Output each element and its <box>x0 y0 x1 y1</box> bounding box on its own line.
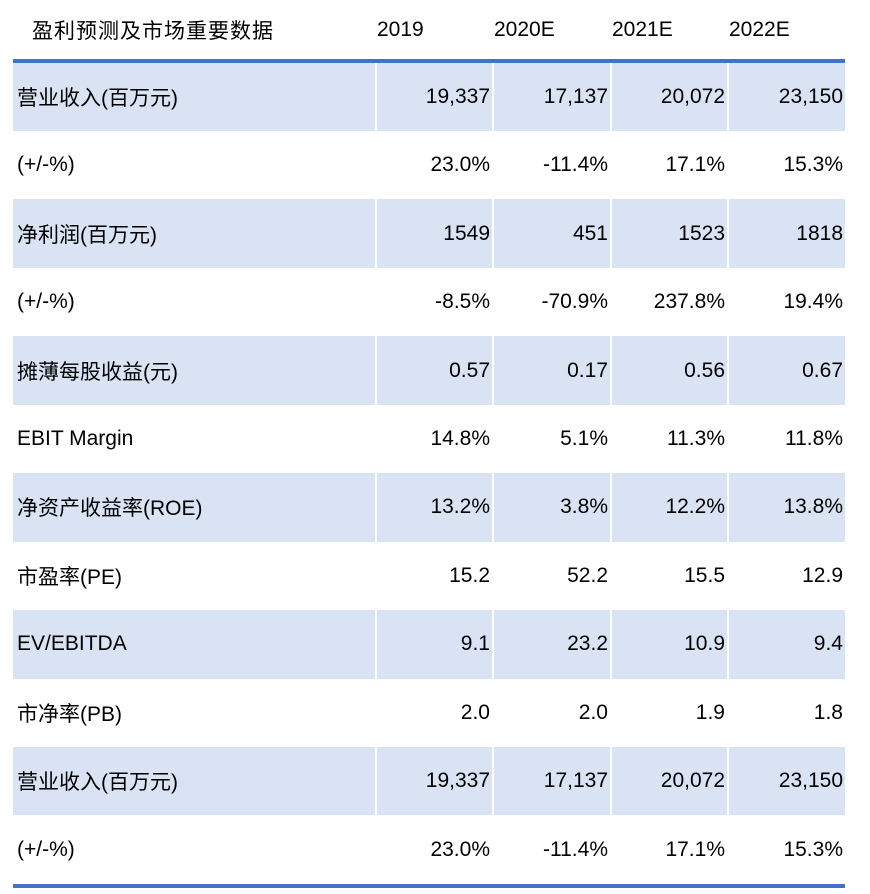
cell-value: 0.17 <box>494 336 610 405</box>
cell-value: 13.8% <box>729 473 845 542</box>
cell-value: 12.2% <box>612 473 727 542</box>
cell-value: 17,137 <box>494 62 610 131</box>
row-label: (+/-%) <box>17 837 75 861</box>
cell-value: 23.0% <box>430 837 490 861</box>
table-row: (+/-%) 23.0% -11.4% 17.1% 15.3% <box>13 131 845 199</box>
column-header-2021e: 2021E <box>612 17 673 41</box>
cell-value: 15.5 <box>684 563 725 587</box>
bottom-rule <box>13 883 845 889</box>
column-header-2019: 2019 <box>377 17 424 41</box>
cell-value: 23,150 <box>729 62 845 131</box>
table-title: 盈利预测及市场重要数据 <box>32 19 274 43</box>
cell-value: 19,337 <box>377 62 492 131</box>
cell-value: 1.8 <box>813 700 843 724</box>
cell-value: 19.4% <box>783 290 843 314</box>
cell-value: 10.9 <box>612 610 727 679</box>
row-label: 摊薄每股收益(元) <box>13 336 375 405</box>
table-row: 净资产收益率(ROE) 13.2% 3.8% 12.2% 13.8% <box>13 473 845 542</box>
cell-value: 2.0 <box>460 700 490 724</box>
cell-value: 23.0% <box>430 153 490 177</box>
cell-value: 15.3% <box>783 837 843 861</box>
table-row: (+/-%) 23.0% -11.4% 17.1% 15.3% <box>13 815 845 883</box>
table-row: 净利润(百万元) 1549 451 1523 1818 <box>13 199 845 268</box>
cell-value: 17.1% <box>665 153 725 177</box>
cell-value: 9.4 <box>729 610 845 679</box>
cell-value: 1549 <box>377 199 492 268</box>
cell-value: 451 <box>494 199 610 268</box>
column-header-2020e: 2020E <box>494 17 555 41</box>
table-row: EV/EBITDA 9.1 23.2 10.9 9.4 <box>13 610 845 679</box>
table-header-row: 盈利预测及市场重要数据 2019 2020E 2021E 2022E <box>13 0 845 59</box>
row-label: (+/-%) <box>17 153 75 177</box>
row-label: EBIT Margin <box>17 426 134 450</box>
cell-value: 52.2 <box>567 563 608 587</box>
cell-value: 1.9 <box>695 700 725 724</box>
row-label: 营业收入(百万元) <box>13 747 375 816</box>
table-row: 市净率(PB) 2.0 2.0 1.9 1.8 <box>13 679 845 747</box>
table: 盈利预测及市场重要数据 2019 2020E 2021E 2022E 营业收入(… <box>13 0 845 889</box>
cell-value: 17,137 <box>494 747 610 816</box>
row-label: (+/-%) <box>17 290 75 314</box>
cell-value: 1818 <box>729 199 845 268</box>
cell-value: 13.2% <box>377 473 492 542</box>
cell-value: 0.57 <box>377 336 492 405</box>
row-label: EV/EBITDA <box>13 610 375 679</box>
cell-value: 23,150 <box>729 747 845 816</box>
table-row: 摊薄每股收益(元) 0.57 0.17 0.56 0.67 <box>13 336 845 405</box>
cell-value: 20,072 <box>612 747 727 816</box>
cell-value: 11.3% <box>667 426 725 450</box>
row-label: 净资产收益率(ROE) <box>13 473 375 542</box>
cell-value: 14.8% <box>430 426 490 450</box>
cell-value: 19,337 <box>377 747 492 816</box>
cell-value: 11.8% <box>785 426 843 450</box>
cell-value: 17.1% <box>665 837 725 861</box>
cell-value: 1523 <box>612 199 727 268</box>
cell-value: 3.8% <box>494 473 610 542</box>
row-label: 营业收入(百万元) <box>13 62 375 131</box>
table-row: 营业收入(百万元) 19,337 17,137 20,072 23,150 <box>13 62 845 131</box>
row-label: 市净率(PB) <box>17 702 122 726</box>
table-row: 市盈率(PE) 15.2 52.2 15.5 12.9 <box>13 542 845 610</box>
cell-value: -8.5% <box>435 290 490 314</box>
cell-value: 20,072 <box>612 62 727 131</box>
cell-value: 0.67 <box>729 336 845 405</box>
cell-value: -70.9% <box>541 290 608 314</box>
table-row: 营业收入(百万元) 19,337 17,137 20,072 23,150 <box>13 747 845 816</box>
row-label: 市盈率(PE) <box>17 565 122 589</box>
cell-value: -11.4% <box>543 153 608 177</box>
cell-value: 237.8% <box>653 290 725 314</box>
table-row: EBIT Margin 14.8% 5.1% 11.3% 11.8% <box>13 405 845 473</box>
cell-value: 23.2 <box>494 610 610 679</box>
cell-value: 12.9 <box>802 563 843 587</box>
cell-value: 0.56 <box>612 336 727 405</box>
cell-value: -11.4% <box>543 837 608 861</box>
cell-value: 15.2 <box>449 563 490 587</box>
cell-value: 5.1% <box>560 426 608 450</box>
row-label: 净利润(百万元) <box>13 199 375 268</box>
header-rule <box>13 59 845 63</box>
cell-value: 15.3% <box>783 153 843 177</box>
column-header-2022e: 2022E <box>729 17 790 41</box>
cell-value: 2.0 <box>578 700 608 724</box>
cell-value: 9.1 <box>377 610 492 679</box>
table-row: (+/-%) -8.5% -70.9% 237.8% 19.4% <box>13 268 845 336</box>
